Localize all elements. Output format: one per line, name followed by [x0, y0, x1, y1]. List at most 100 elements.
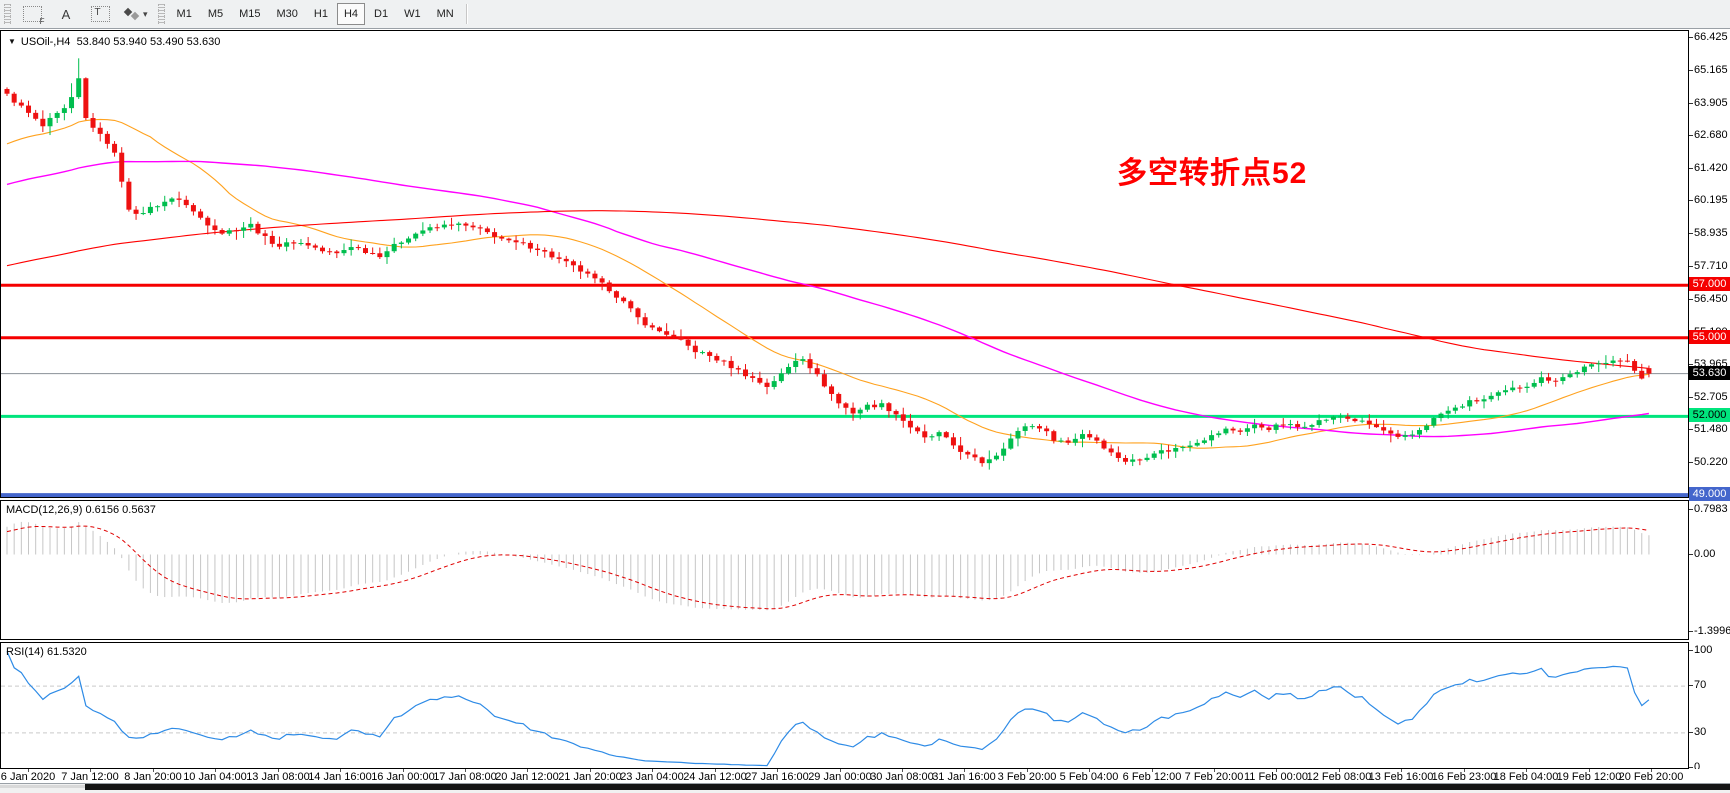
candle-body — [1546, 377, 1552, 381]
text-label-icon: T — [90, 6, 110, 22]
candle-body — [449, 224, 455, 226]
candle-body — [1187, 445, 1193, 448]
candle-body — [929, 436, 935, 438]
candle-body — [1632, 361, 1638, 371]
candle-body — [900, 414, 906, 421]
candle-body — [384, 251, 390, 258]
symbol-ohlc-label: ▼ USOil-,H4 53.840 53.940 53.490 53.630 — [8, 36, 220, 48]
date-label: 16 Feb 23:00 — [1431, 771, 1497, 783]
candle-body — [986, 459, 992, 464]
scrollbar-track[interactable] — [0, 785, 85, 788]
candle-body — [958, 445, 964, 452]
candle-body — [1452, 407, 1458, 411]
candle-body — [1581, 366, 1587, 373]
rsi-panel[interactable] — [0, 642, 1689, 769]
date-axis-tick — [1339, 769, 1340, 772]
candle-body — [1416, 429, 1422, 435]
timeframe-button-H4[interactable]: H4 — [336, 3, 366, 25]
symbol-dropdown-icon[interactable]: ▼ — [8, 37, 16, 46]
candle-body — [1094, 437, 1100, 441]
candle-body — [671, 334, 677, 337]
price-tick-label: 56.450 — [1694, 293, 1728, 305]
date-axis-tick — [1651, 769, 1652, 772]
candle-body — [556, 257, 562, 259]
candle-body — [1488, 395, 1494, 400]
timeframe-button-H1[interactable]: H1 — [313, 8, 328, 20]
date-axis-tick — [1464, 769, 1465, 772]
candle-body — [771, 381, 777, 387]
candle-body — [1065, 440, 1071, 443]
candle-body — [1431, 418, 1437, 426]
candle-body — [807, 359, 813, 369]
date-label: 7 Jan 12:00 — [61, 771, 119, 783]
timeframe-button-M1[interactable]: M1 — [176, 8, 192, 20]
candle-body — [707, 352, 713, 356]
timeframe-button-D1[interactable]: D1 — [374, 8, 389, 20]
date-axis-tick — [527, 769, 528, 772]
timeframe-button-M5[interactable]: M5 — [207, 8, 224, 20]
date-axis-tick — [964, 769, 965, 772]
candle-body — [1338, 416, 1344, 418]
candle-body — [1044, 428, 1050, 432]
candle-body — [1603, 362, 1609, 364]
rsi-canvas[interactable] — [1, 643, 1688, 768]
candle-body — [26, 105, 32, 113]
candle-body — [993, 455, 999, 460]
macd-tick-label: 0.7983 — [1694, 503, 1728, 515]
scrollbar-thumb[interactable] — [85, 784, 1730, 790]
horizontal-scrollbar[interactable] — [0, 784, 1730, 793]
main-chart-panel[interactable] — [0, 30, 1689, 498]
date-axis-tick — [465, 769, 466, 772]
candle-body — [692, 345, 698, 353]
date-axis-tick — [28, 769, 29, 772]
candle-body — [47, 117, 53, 127]
price-tick-label: 50.220 — [1694, 456, 1728, 468]
candle-body — [1151, 453, 1157, 458]
toolbar-separator — [465, 4, 467, 24]
candle-body — [1295, 424, 1301, 427]
candle-body — [1366, 420, 1372, 425]
timeframe-button-W1[interactable]: W1 — [404, 8, 421, 20]
candle-body — [793, 360, 799, 367]
candle-body — [678, 336, 684, 340]
candle-body — [664, 331, 670, 335]
candle-body — [857, 409, 863, 414]
timeframe-toolbar-grip[interactable] — [157, 4, 165, 24]
dropdown-caret-icon[interactable]: ▾ — [143, 8, 148, 19]
timeframe-button-M30[interactable]: M30 — [276, 8, 298, 20]
main-chart-canvas[interactable] — [1, 31, 1688, 497]
candle-body — [190, 205, 196, 212]
pointer-f-tool-button[interactable]: F — [16, 2, 48, 26]
date-axis-tick — [1214, 769, 1215, 772]
candle-body — [33, 112, 39, 119]
candle-body — [628, 301, 634, 309]
candle-body — [743, 369, 749, 377]
candle-body — [1503, 390, 1509, 393]
candle-body — [456, 223, 462, 226]
text-annotation-tool-button[interactable]: A — [50, 2, 82, 26]
annotation-text[interactable]: 多空转折点52 — [1117, 157, 1308, 190]
candle-body — [1560, 377, 1566, 382]
macd-canvas[interactable] — [1, 501, 1688, 639]
toolbar-grip[interactable] — [4, 4, 11, 24]
text-label-tool-button[interactable]: T — [84, 2, 116, 26]
candle-body — [1589, 364, 1595, 367]
timeframe-button-M15[interactable]: M15 — [239, 8, 261, 20]
candle-body — [1087, 434, 1093, 438]
macd-panel[interactable] — [0, 500, 1689, 640]
arrow-style-tool-button[interactable]: ▾ — [118, 2, 153, 26]
date-axis-tick — [715, 769, 716, 772]
candle-body — [1524, 386, 1530, 388]
candle-body — [520, 242, 526, 244]
timeframe-button-MN[interactable]: MN — [436, 8, 454, 20]
candle-body — [269, 235, 275, 244]
candle-body — [406, 238, 412, 243]
candle-body — [850, 407, 856, 414]
macd-signal-line — [6, 525, 1649, 610]
candle-body — [1101, 440, 1107, 449]
candle-body — [434, 227, 440, 229]
price-badge-53.630: 53.630 — [1689, 366, 1730, 380]
candle-body — [1001, 448, 1007, 456]
candle-body — [183, 199, 189, 206]
candle-body — [979, 457, 985, 464]
